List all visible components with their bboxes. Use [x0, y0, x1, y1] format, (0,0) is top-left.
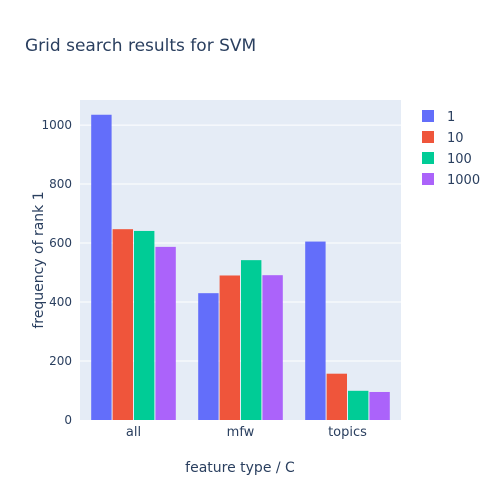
bar-topics-1000 — [369, 391, 390, 420]
legend-swatch — [422, 131, 434, 143]
legend-label: 10 — [447, 131, 464, 146]
y-tick-label: 800 — [49, 177, 72, 191]
legend-label: 1 — [447, 110, 455, 125]
y-tick-label: 400 — [49, 295, 72, 309]
legend-swatch — [422, 110, 434, 122]
gridlines — [80, 124, 401, 362]
legend-label: 100 — [447, 152, 472, 167]
bar-mfw-10 — [219, 275, 240, 420]
plot-area — [80, 100, 401, 420]
bar-all-1 — [91, 114, 112, 420]
legend-label: 1000 — [447, 173, 480, 188]
y-tick-label: 600 — [49, 236, 72, 250]
x-axis-ticks: all mfw topics — [126, 425, 367, 440]
legend-swatch — [422, 173, 434, 185]
legend-item-10[interactable]: 10 — [422, 131, 464, 146]
bar-mfw-1000 — [262, 275, 283, 420]
y-tick-label: 200 — [49, 354, 72, 368]
x-tick-label: all — [126, 425, 141, 440]
legend[interactable]: 1 10 100 1000 — [422, 110, 480, 188]
bar-mfw-1 — [198, 293, 219, 420]
x-axis-title: feature type / C — [185, 460, 295, 476]
legend-item-1000[interactable]: 1000 — [422, 173, 480, 188]
bar-all-1000 — [155, 246, 176, 420]
y-tick-label: 1000 — [41, 118, 72, 132]
bars — [91, 114, 390, 420]
bar-all-10 — [112, 229, 133, 420]
bar-topics-10 — [326, 373, 347, 420]
legend-item-100[interactable]: 100 — [422, 152, 472, 167]
bar-all-100 — [134, 230, 155, 420]
x-tick-label: topics — [328, 425, 367, 440]
y-axis-title: frequency of rank 1 — [31, 191, 47, 328]
legend-item-1[interactable]: 1 — [422, 110, 455, 125]
bar-mfw-100 — [241, 260, 262, 420]
bar-topics-1 — [305, 241, 326, 420]
x-tick-label: mfw — [227, 425, 255, 440]
bar-topics-100 — [348, 390, 369, 420]
chart-title: Grid search results for SVM — [25, 36, 256, 56]
y-axis-ticks: 0 200 400 600 800 1000 — [41, 118, 72, 427]
legend-swatch — [422, 152, 434, 164]
y-tick-label: 0 — [64, 413, 72, 427]
